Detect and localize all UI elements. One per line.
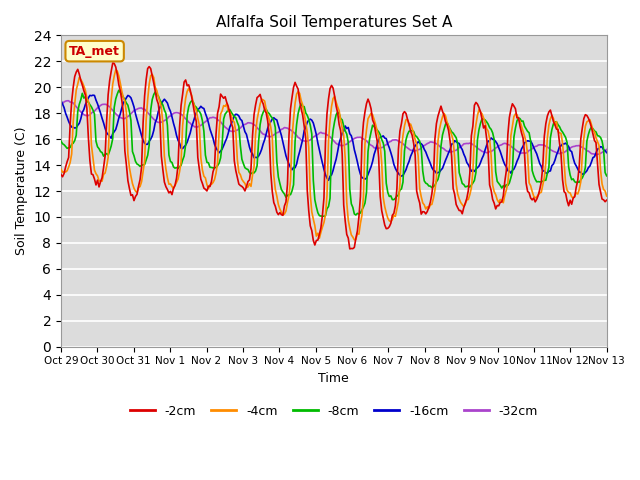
Y-axis label: Soil Temperature (C): Soil Temperature (C) bbox=[15, 127, 28, 255]
Title: Alfalfa Soil Temperatures Set A: Alfalfa Soil Temperatures Set A bbox=[216, 15, 452, 30]
Legend: -2cm, -4cm, -8cm, -16cm, -32cm: -2cm, -4cm, -8cm, -16cm, -32cm bbox=[125, 400, 543, 423]
X-axis label: Time: Time bbox=[319, 372, 349, 385]
Text: TA_met: TA_met bbox=[69, 45, 120, 58]
